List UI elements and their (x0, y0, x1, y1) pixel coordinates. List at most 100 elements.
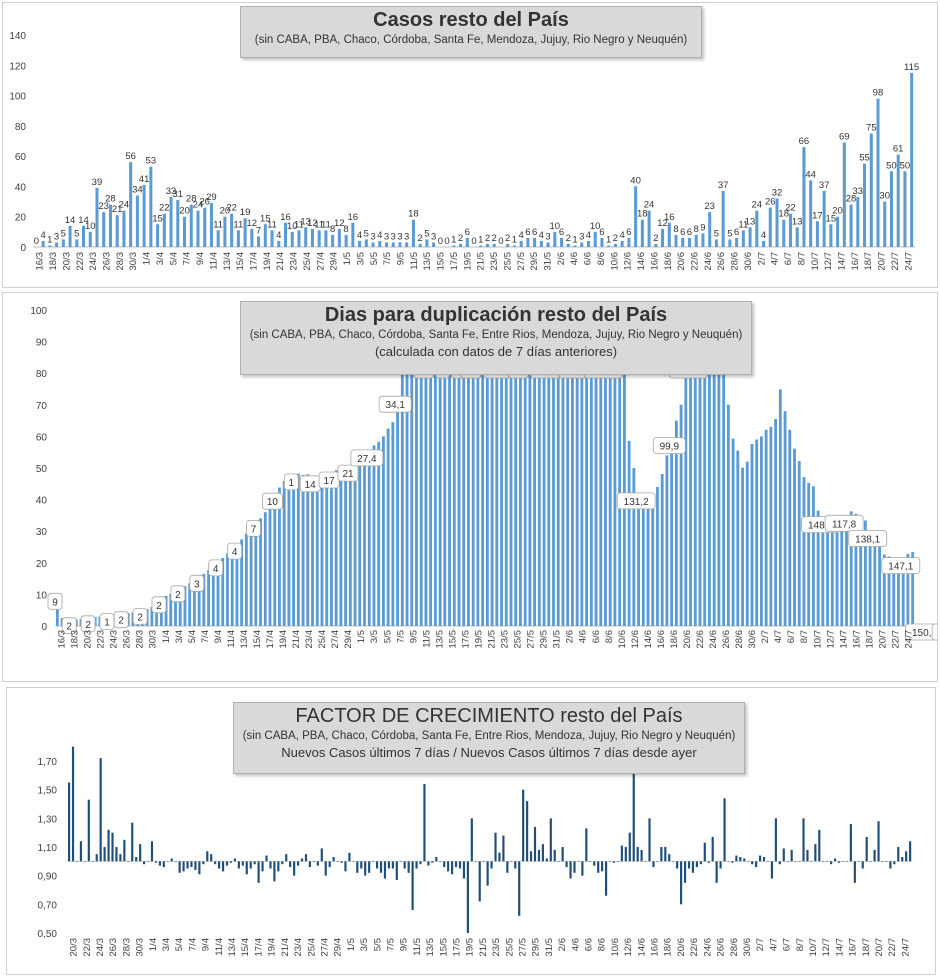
x-tick-label: 22/3 (75, 252, 86, 271)
doubling-chart-title: Dias para duplicación resto del País (324, 304, 668, 326)
x-tick-label: 15/5 (447, 630, 458, 649)
doubling-bar (226, 553, 229, 626)
case-bar (566, 243, 570, 247)
doubling-bar (230, 549, 234, 626)
case-value-label: 3 (579, 231, 584, 242)
doubling-data-label-box (246, 519, 261, 537)
x-tick-label: 6/6 (584, 938, 595, 951)
growth-factor-bar (660, 847, 663, 862)
doubling-bar (637, 494, 640, 626)
case-bar (162, 213, 166, 247)
case-value-label: 2 (505, 233, 510, 244)
x-tick-label: 15/4 (252, 630, 263, 649)
x-tick-label: 22/7 (891, 630, 902, 649)
doubling-bar (627, 440, 631, 626)
case-bar (324, 230, 328, 247)
x-tick-label: 18/7 (864, 630, 875, 649)
doubling-bar (547, 310, 551, 626)
x-tick-label: 24/7 (900, 938, 911, 957)
doubling-bar (400, 373, 404, 626)
case-bar (694, 234, 698, 247)
case-bar (257, 236, 261, 247)
growth-factor-bar (857, 861, 860, 862)
growth-factor-bar (826, 861, 829, 862)
case-bar (108, 204, 112, 247)
growth-factor-bar (569, 861, 572, 879)
doubling-bar (386, 428, 390, 626)
x-tick-label: 24/6 (703, 252, 714, 271)
doubling-chart-subtitle2: (calculada con datos de 7 días anteriore… (374, 344, 618, 359)
case-value-label: 98 (873, 88, 884, 99)
x-tick-label: 6/7 (786, 630, 797, 643)
growth-factor-bar (375, 861, 379, 869)
growth-factor-bar (119, 854, 122, 862)
doubling-bar (741, 467, 744, 626)
growth-factor-bar (387, 861, 390, 869)
case-value-label: 15 (152, 213, 163, 224)
case-value-label: 12 (307, 218, 318, 229)
x-tick-label: 23/4 (293, 938, 304, 957)
doubling-data-label-box (61, 617, 77, 635)
case-bar (883, 201, 887, 247)
doubling-bar (211, 565, 215, 626)
x-tick-label: 29/4 (333, 938, 344, 957)
doubling-bar (684, 373, 688, 626)
growth-factor-bar (403, 861, 406, 869)
x-tick-label: 17/5 (449, 252, 460, 271)
case-value-label: 20 (220, 206, 231, 217)
doubling-bar (760, 436, 763, 626)
case-value-label: 4 (276, 230, 281, 241)
case-value-label: 1 (572, 234, 577, 245)
case-value-label: 2 (417, 233, 422, 244)
case-bar (869, 133, 873, 247)
doubling-data-label-box (881, 557, 921, 575)
case-value-label: 1 (512, 234, 517, 245)
case-bar (714, 239, 718, 247)
doubling-bar (679, 404, 683, 626)
y-tick-label: 140 (9, 31, 26, 42)
x-tick-label: 8/6 (604, 630, 615, 643)
doubling-bar (528, 310, 532, 626)
x-tick-label: 31/5 (552, 630, 563, 649)
doubling-bar (221, 558, 225, 626)
doubling-bar (901, 559, 905, 626)
case-bar (681, 237, 685, 247)
case-value-label: 4 (539, 230, 544, 241)
case-bar (600, 237, 604, 247)
x-tick-label: 18/6 (663, 938, 674, 957)
x-tick-label: 1/4 (142, 252, 153, 265)
growth-factor-bar (620, 845, 623, 862)
case-bar (358, 240, 362, 247)
doubling-data-label: 2 (137, 613, 143, 624)
doubling-bar (287, 477, 291, 626)
doubling-bar (320, 483, 324, 626)
case-value-label: 6 (559, 227, 564, 238)
x-tick-label: 15/4 (240, 938, 251, 957)
case-bar (405, 242, 409, 247)
doubling-data-label: 117,8 (832, 519, 857, 530)
growth-factor-chart-panel: 0,50 0,70 0,90 1,10 1,30 1,50 1,70 20/3 22/3 24/3… (6, 687, 936, 975)
x-tick-label: 30/3 (148, 630, 159, 649)
growth-factor-bar (372, 861, 375, 862)
case-value-label: 13 (745, 216, 756, 227)
case-value-label: 18 (778, 209, 789, 220)
case-value-label: 11 (213, 219, 223, 230)
doubling-data-label-box (80, 615, 96, 633)
case-value-label: 14 (65, 215, 76, 226)
doubling-data-label: 34,1 (385, 400, 405, 411)
growth-factor-bar (340, 861, 343, 863)
y-tick-label: 0 (41, 622, 47, 633)
x-tick-label: 20/3 (69, 938, 80, 957)
doubling-bar (708, 310, 711, 626)
case-value-label: 24 (751, 200, 762, 211)
case-bar (183, 216, 187, 247)
growth-factor-bar (174, 861, 177, 862)
growth-factor-bar (478, 861, 481, 902)
case-bar (782, 219, 786, 247)
x-tick-label: 2/7 (760, 630, 771, 643)
doubling-bar (726, 404, 730, 626)
x-tick-label: 16/3 (57, 630, 68, 649)
growth-factor-bar (601, 861, 604, 872)
case-bar (654, 243, 658, 247)
growth-factor-bar (616, 861, 620, 862)
